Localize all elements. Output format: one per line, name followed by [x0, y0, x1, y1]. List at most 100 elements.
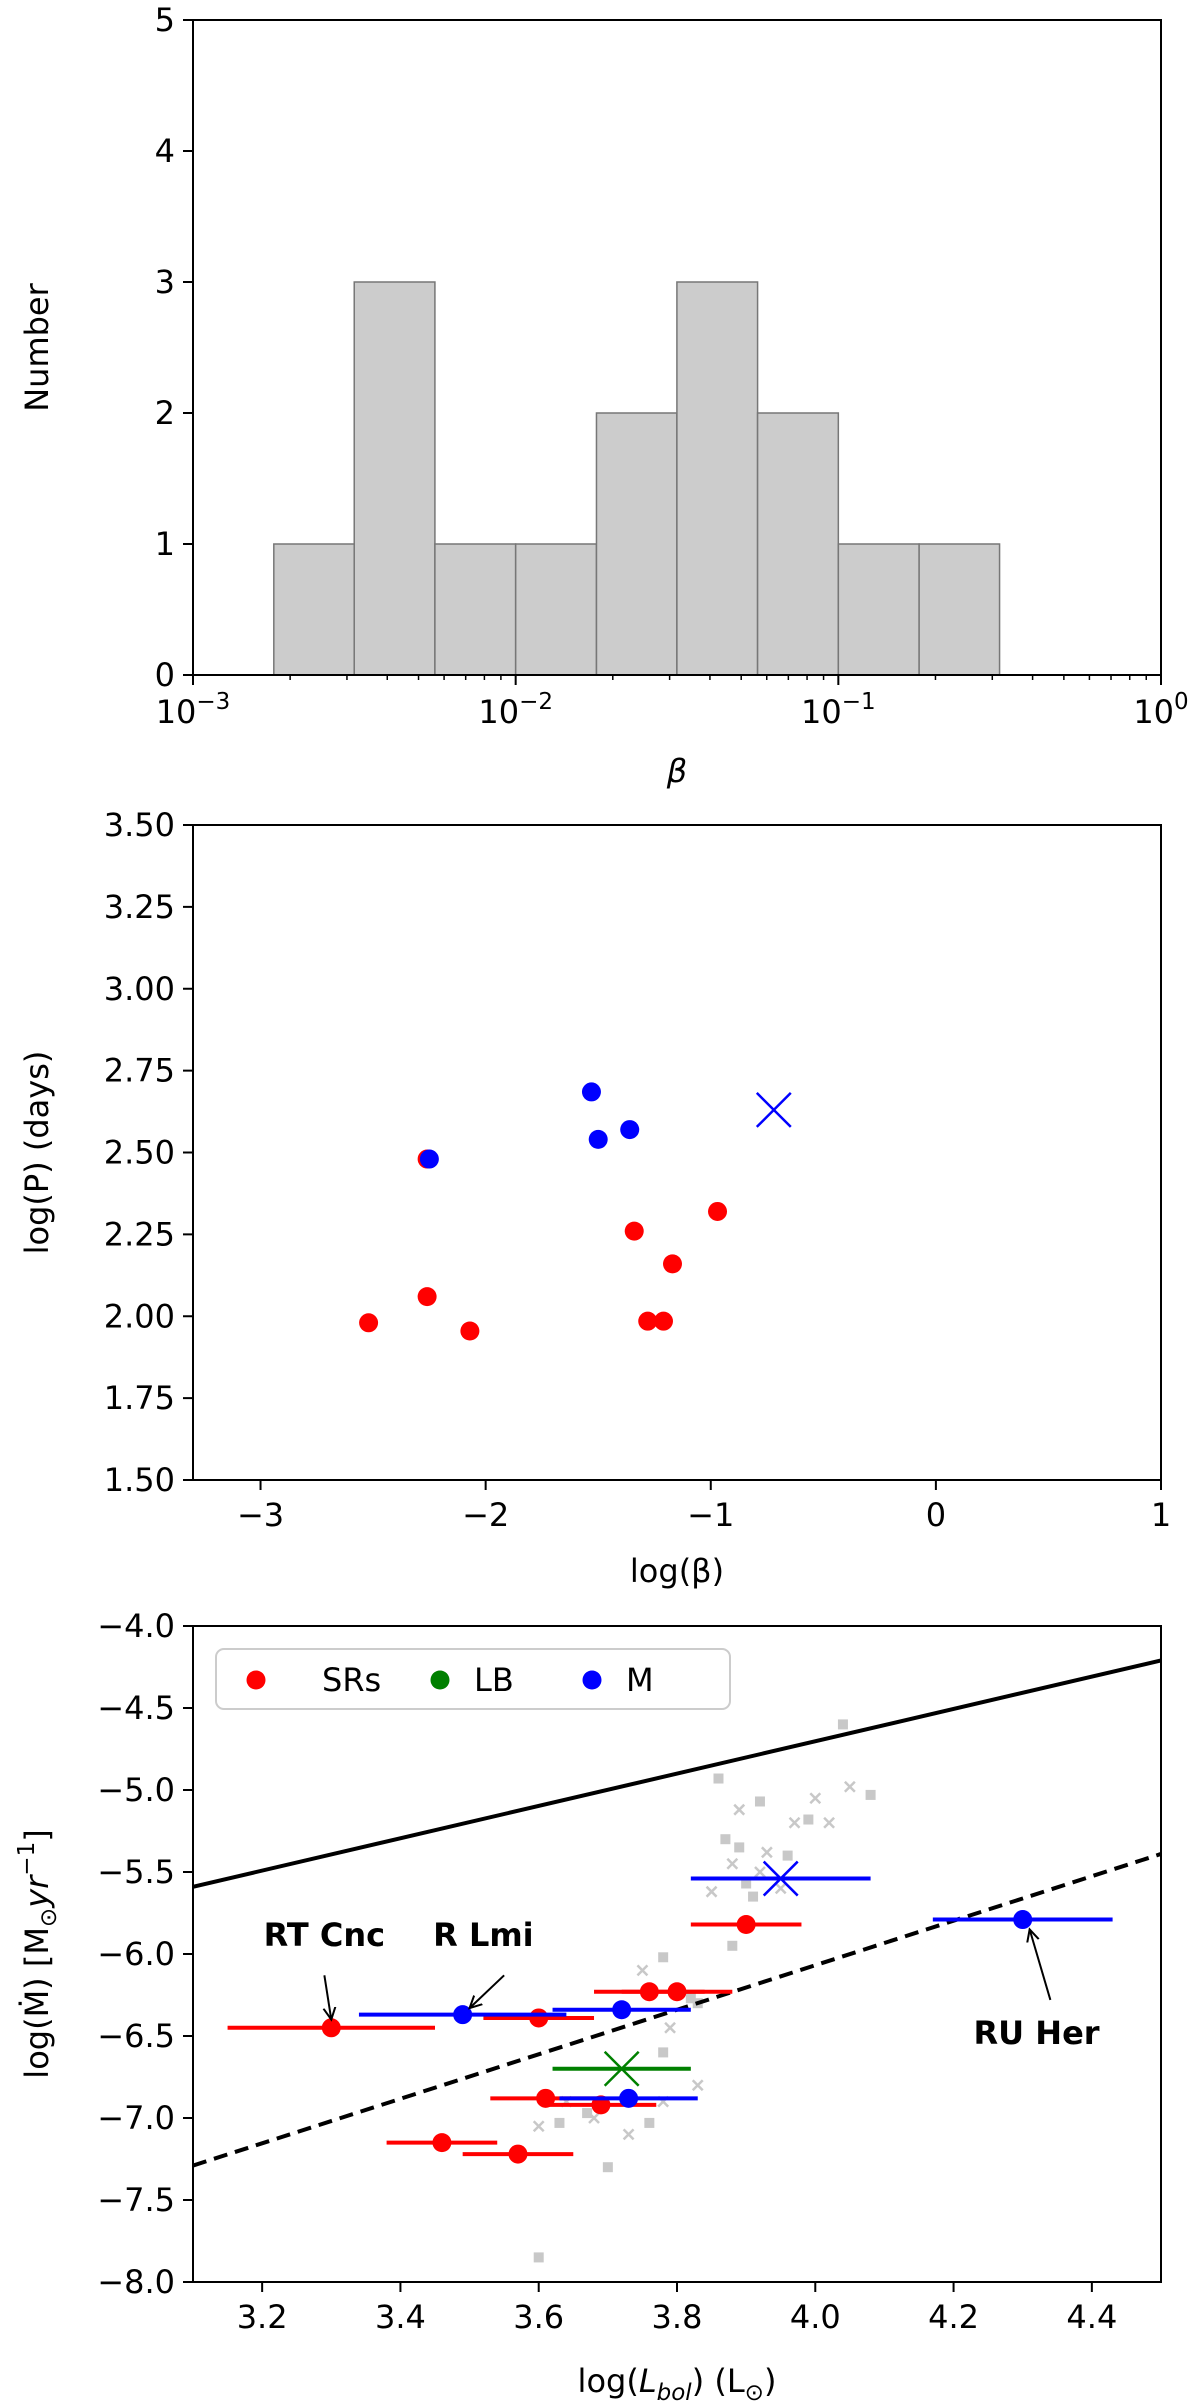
x-tick-label: 0 [926, 1496, 946, 1534]
x-axis-label: β [666, 752, 687, 790]
y-tick-label: 1 [155, 525, 175, 563]
y-tick-label: −5.0 [97, 1771, 175, 1809]
x-tick-label: 3.8 [652, 2298, 703, 2336]
y-tick-label: 1.75 [104, 1379, 175, 1417]
background-square-point [658, 2047, 669, 2058]
y-tick-label: 2.50 [104, 1134, 175, 1172]
histogram-panel: 0 1 2 3 4 5 10−3 10−2 10−1 100 β Number [18, 1, 1189, 790]
y-tick-label: −5.5 [97, 1853, 175, 1891]
histogram-axes-frame [192, 19, 1162, 676]
annotation-label: RU Her [974, 2014, 1100, 2052]
y-tick-label: 0 [155, 656, 175, 694]
y-tick-label: 4 [155, 132, 175, 170]
histogram-bar-3 [434, 543, 517, 676]
data-point [321, 2018, 341, 2038]
y-tick-label: 3.50 [104, 806, 175, 844]
background-square-point [734, 1842, 745, 1853]
background-square-point [582, 2108, 593, 2119]
histogram-bar-9 [918, 543, 1001, 676]
y-tick-label: 2.00 [104, 1297, 175, 1335]
mass-loss-axes-frame [192, 1625, 1162, 2283]
background-cross-point [761, 1846, 773, 1859]
background-square-point [554, 2117, 565, 2128]
x-tick-label: 4.2 [928, 2298, 979, 2336]
legend-label: M [626, 1661, 654, 1699]
legend-label: LB [474, 1661, 514, 1699]
background-cross-point [664, 2021, 676, 2034]
data-point [508, 2144, 528, 2164]
data-point-cross [755, 1092, 792, 1128]
x-tick-label: 3.2 [237, 2298, 288, 2336]
data-point [588, 1129, 608, 1149]
data-point-cross [603, 2050, 640, 2087]
background-cross-point [754, 1866, 766, 1878]
histogram-bar-5 [595, 412, 678, 676]
data-point [620, 1120, 640, 1140]
y-tick-label: 2.25 [104, 1215, 175, 1253]
legend: SRs LB M [215, 1648, 731, 1710]
legend-marker [430, 1670, 450, 1690]
data-point [736, 1914, 756, 1934]
background-square-point [533, 2252, 544, 2263]
y-axis-label: log(Ṁ) [M⊙yr−1] [14, 1829, 62, 2078]
y-tick-label: −8.0 [97, 2263, 175, 2301]
background-square-point [865, 1789, 876, 1800]
y-tick-label: −4.5 [97, 1689, 175, 1727]
x-axis-label: log(Lbol) (L⊙) [578, 2362, 777, 2406]
data-point [581, 1082, 601, 1102]
background-square-point [748, 1891, 759, 1902]
plot-area [193, 1658, 1161, 2263]
x-tick-label: 10−1 [801, 689, 876, 731]
x-tick-label: −3 [237, 1496, 284, 1534]
y-tick-label: −7.0 [97, 2099, 175, 2137]
background-cross-point [532, 2120, 545, 2133]
annotation-label: RT Cnc [264, 1916, 385, 1954]
data-point [460, 1321, 480, 1341]
y-tick-label: 2.75 [104, 1052, 175, 1090]
background-cross-point [843, 1780, 856, 1793]
x-tick-label: 3.6 [513, 2298, 564, 2336]
background-cross-point [788, 1816, 801, 1829]
background-cross-point [823, 1816, 835, 1829]
x-tick-label: 3.4 [375, 2298, 426, 2336]
background-square-point [727, 1940, 738, 1951]
data-point [662, 1254, 682, 1274]
scatter-axes-frame [192, 824, 1162, 1481]
data-point [612, 2000, 632, 2020]
x-tick-label: 4.4 [1066, 2298, 1117, 2336]
data-point [419, 1149, 439, 1169]
legend-label: SRs [322, 1661, 381, 1699]
data-point [432, 2133, 452, 2153]
background-cross-point [774, 1882, 787, 1895]
y-tick-label: 3.00 [104, 970, 175, 1008]
annotation-arrow [470, 1974, 505, 2008]
data-point [529, 2008, 549, 2028]
y-tick-label: −7.5 [97, 2181, 175, 2219]
background-square-point [720, 1834, 731, 1845]
y-tick-label: −4.0 [97, 1607, 175, 1645]
background-cross-point [809, 1792, 822, 1805]
background-cross-point [622, 2128, 635, 2141]
histogram-bar-4 [514, 543, 598, 676]
y-tick-label: −6.0 [97, 1935, 175, 1973]
background-square-point [837, 1719, 848, 1730]
histogram-bar-8 [837, 543, 920, 676]
histogram-bar-7 [756, 412, 840, 676]
background-cross-point [691, 2079, 704, 2092]
y-tick-label: 3 [155, 263, 175, 301]
background-cross-point [733, 1803, 746, 1816]
background-square-point [754, 1796, 765, 1807]
histogram-bar-6 [676, 281, 759, 676]
x-tick-label: 4.0 [790, 2298, 841, 2336]
y-axis-label: Number [18, 282, 56, 411]
background-cross-point [705, 1885, 718, 1898]
x-tick-label: −1 [687, 1496, 734, 1534]
data-point [667, 1982, 687, 2002]
data-point [638, 1311, 658, 1331]
background-cross-point [636, 1964, 649, 1977]
data-point [1013, 1910, 1033, 1930]
background-square-point [644, 2117, 655, 2128]
histogram-bar-1 [273, 543, 355, 676]
legend-marker [582, 1670, 602, 1690]
